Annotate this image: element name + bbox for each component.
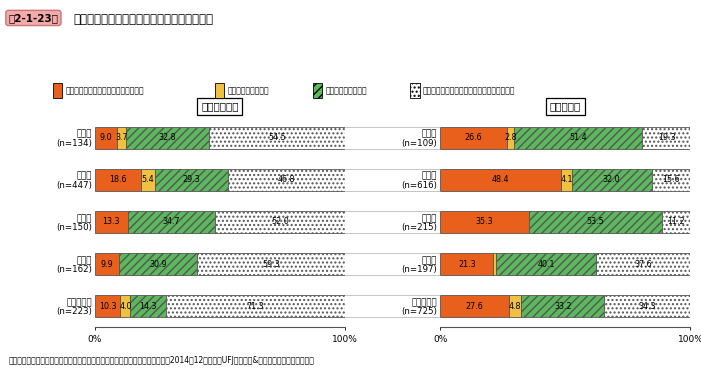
Text: 29.3: 29.3 [182, 175, 200, 184]
Bar [197, 253, 346, 275]
Text: 34.7: 34.7 [163, 218, 180, 226]
Text: 4.1: 4.1 [560, 175, 573, 184]
Text: 30.9: 30.9 [149, 260, 167, 269]
Text: 4.0: 4.0 [119, 302, 132, 311]
Text: 4.8: 4.8 [509, 302, 522, 311]
Text: 51.4: 51.4 [569, 133, 587, 142]
Text: 32.0: 32.0 [603, 175, 620, 184]
Bar [571, 169, 652, 191]
Bar [126, 127, 209, 149]
Bar [228, 169, 346, 191]
Bar [141, 169, 155, 191]
Bar [166, 295, 345, 317]
Bar [529, 211, 662, 233]
Text: 9.0: 9.0 [100, 133, 112, 142]
Text: 21.3: 21.3 [458, 260, 475, 269]
Bar [522, 295, 604, 317]
Text: 企画・開発部門のみ: 企画・開発部門のみ [227, 86, 269, 95]
Bar [440, 169, 562, 191]
Text: 11.2: 11.2 [667, 218, 686, 226]
Text: 9.9: 9.9 [101, 260, 114, 269]
Bar [215, 211, 345, 233]
Text: 71.3: 71.3 [247, 302, 264, 311]
Text: 資料：中小企業庁委託「「市場開拓」と「新たな取り組み」に関する調査」（2014年12月、三菱UFJリサーチ&コンサルティング（株））: 資料：中小企業庁委託「「市場開拓」と「新たな取り組み」に関する調査」（2014年… [8, 356, 314, 365]
Title: 小規模事業者: 小規模事業者 [201, 102, 238, 112]
Bar [95, 295, 121, 317]
Text: 営業・販売部門と企画・開発部門あり: 営業・販売部門と企画・開発部門あり [65, 86, 144, 95]
Text: 46.8: 46.8 [278, 175, 295, 184]
Text: 32.8: 32.8 [158, 133, 176, 142]
Bar [95, 253, 119, 275]
Bar [662, 211, 690, 233]
Bar [652, 169, 690, 191]
Text: 15.6: 15.6 [662, 175, 680, 184]
Text: 52.0: 52.0 [271, 218, 289, 226]
Bar [514, 127, 642, 149]
Bar [509, 295, 522, 317]
Bar [128, 211, 215, 233]
Text: 18.6: 18.6 [109, 175, 127, 184]
Bar [130, 295, 166, 317]
Text: 19.3: 19.3 [658, 133, 675, 142]
Text: 営業・販売部門、企画・開発部門ともになし: 営業・販売部門、企画・開発部門ともになし [423, 86, 515, 95]
Text: 54.5: 54.5 [268, 133, 285, 142]
Text: 53.5: 53.5 [587, 218, 604, 226]
Title: 中規模企業: 中規模企業 [550, 102, 581, 112]
Text: 59.3: 59.3 [262, 260, 280, 269]
Bar [95, 127, 117, 149]
Bar [95, 169, 141, 191]
Text: 3.7: 3.7 [116, 133, 128, 142]
Bar [494, 253, 496, 275]
Bar [119, 253, 197, 275]
Text: 40.1: 40.1 [538, 260, 555, 269]
Text: 48.4: 48.4 [492, 175, 510, 184]
Bar [440, 211, 529, 233]
Bar [117, 127, 126, 149]
Bar [95, 211, 128, 233]
Text: 27.6: 27.6 [465, 302, 484, 311]
Text: 14.3: 14.3 [139, 302, 157, 311]
Bar [440, 127, 507, 149]
Bar [642, 127, 690, 149]
Bar [562, 169, 571, 191]
Bar [209, 127, 345, 149]
Text: 35.3: 35.3 [475, 218, 493, 226]
Text: 13.3: 13.3 [102, 218, 120, 226]
Text: 34.3: 34.3 [639, 302, 656, 311]
Text: 26.6: 26.6 [465, 133, 482, 142]
Text: 営業・販売部門のみ: 営業・販売部門のみ [325, 86, 367, 95]
Text: 企業規模別、業種別に見た組織体制の状況: 企業規模別、業種別に見た組織体制の状況 [74, 13, 214, 26]
Bar [507, 127, 514, 149]
Bar [604, 295, 690, 317]
Text: 33.2: 33.2 [554, 302, 571, 311]
Bar [121, 295, 130, 317]
Bar [597, 253, 690, 275]
Bar [440, 295, 509, 317]
Text: 10.3: 10.3 [99, 302, 116, 311]
Bar [155, 169, 228, 191]
Bar [496, 253, 597, 275]
Text: 5.4: 5.4 [142, 175, 154, 184]
Text: 第2-1-23図: 第2-1-23図 [8, 13, 58, 23]
Text: 37.6: 37.6 [634, 260, 652, 269]
Text: 2.8: 2.8 [504, 133, 517, 142]
Bar [440, 253, 494, 275]
